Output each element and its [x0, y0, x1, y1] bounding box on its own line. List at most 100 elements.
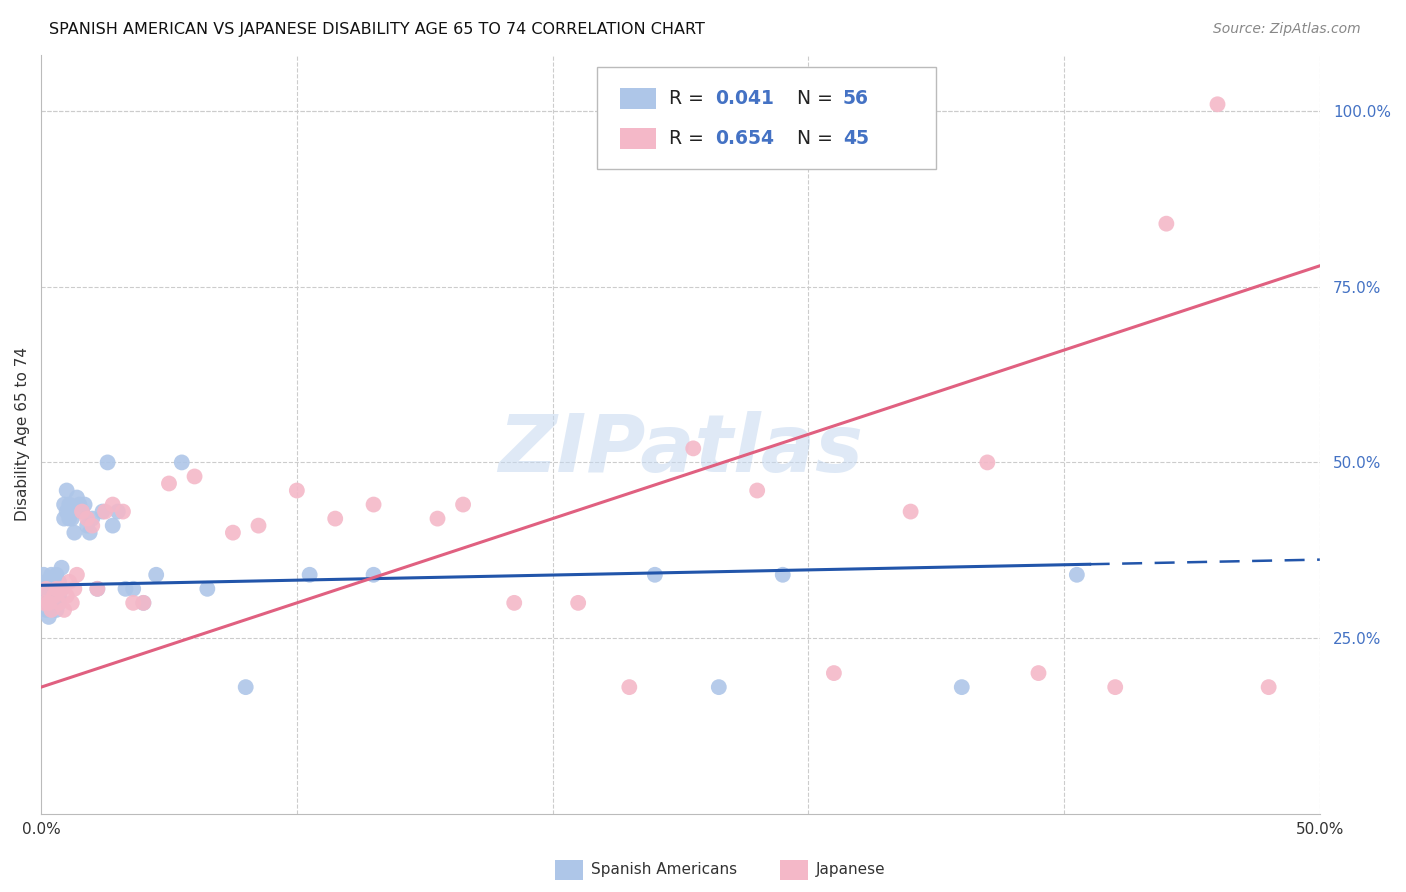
Point — [1206, 97, 1229, 112]
Point — [38, 610, 60, 624]
Text: 0.041: 0.041 — [716, 89, 773, 108]
Point — [53, 511, 76, 525]
FancyBboxPatch shape — [598, 67, 936, 169]
Point — [53, 603, 76, 617]
Point — [567, 596, 589, 610]
Point — [60, 511, 83, 525]
Point — [51, 582, 73, 596]
Point — [235, 680, 257, 694]
Point — [1257, 680, 1279, 694]
Point — [451, 498, 474, 512]
Point — [35, 582, 58, 596]
Point — [63, 525, 86, 540]
Point — [63, 582, 86, 596]
Text: 45: 45 — [842, 129, 869, 148]
Point — [51, 582, 73, 596]
Point — [363, 567, 385, 582]
Point — [707, 680, 730, 694]
Point — [222, 525, 245, 540]
Point — [32, 582, 55, 596]
Point — [82, 518, 104, 533]
Point — [38, 596, 60, 610]
Point — [976, 455, 998, 469]
FancyBboxPatch shape — [620, 87, 657, 109]
Point — [195, 582, 218, 596]
Point — [1066, 567, 1088, 582]
Point — [772, 567, 794, 582]
Point — [900, 505, 922, 519]
Point — [132, 596, 155, 610]
Text: R =: R = — [669, 129, 710, 148]
Point — [619, 680, 641, 694]
Point — [55, 483, 77, 498]
Point — [38, 582, 60, 596]
Point — [1028, 666, 1050, 681]
Point — [323, 511, 346, 525]
Point — [66, 491, 89, 505]
Point — [1104, 680, 1126, 694]
Point — [97, 455, 120, 469]
Point — [51, 560, 73, 574]
Point — [58, 511, 80, 525]
Text: Spanish Americans: Spanish Americans — [591, 863, 737, 877]
Point — [69, 498, 91, 512]
Point — [41, 603, 63, 617]
Point — [32, 596, 55, 610]
Point — [48, 574, 70, 589]
FancyBboxPatch shape — [620, 128, 657, 149]
Point — [132, 596, 155, 610]
Point — [60, 596, 83, 610]
Point — [91, 505, 114, 519]
Point — [53, 498, 76, 512]
Point — [70, 505, 93, 519]
Point — [79, 525, 101, 540]
Point — [55, 589, 77, 603]
Point — [42, 596, 65, 610]
Text: 0.654: 0.654 — [716, 129, 773, 148]
Point — [682, 442, 704, 456]
Point — [76, 511, 98, 525]
Point — [58, 574, 80, 589]
Point — [247, 518, 270, 533]
Point — [38, 596, 60, 610]
Point — [1156, 217, 1178, 231]
Text: R =: R = — [669, 89, 710, 108]
Text: 56: 56 — [842, 89, 869, 108]
Point — [114, 582, 136, 596]
Y-axis label: Disability Age 65 to 74: Disability Age 65 to 74 — [15, 347, 30, 521]
Text: ZIPatlas: ZIPatlas — [498, 410, 863, 489]
Point — [157, 476, 180, 491]
Text: Japanese: Japanese — [815, 863, 886, 877]
Point — [950, 680, 973, 694]
Point — [35, 574, 58, 589]
Point — [76, 518, 98, 533]
Point — [747, 483, 769, 498]
Point — [48, 596, 70, 610]
Point — [66, 567, 89, 582]
Point — [35, 603, 58, 617]
Point — [823, 666, 845, 681]
Point — [41, 589, 63, 603]
Point — [170, 455, 193, 469]
Point — [298, 567, 321, 582]
Point — [48, 589, 70, 603]
Point — [42, 589, 65, 603]
Point — [48, 596, 70, 610]
Point — [122, 582, 145, 596]
Point — [145, 567, 167, 582]
Point — [101, 518, 124, 533]
Point — [183, 469, 205, 483]
Point — [45, 603, 67, 617]
Point — [42, 574, 65, 589]
Point — [363, 498, 385, 512]
Point — [101, 498, 124, 512]
Point — [35, 589, 58, 603]
Text: SPANISH AMERICAN VS JAPANESE DISABILITY AGE 65 TO 74 CORRELATION CHART: SPANISH AMERICAN VS JAPANESE DISABILITY … — [49, 22, 704, 37]
Text: Source: ZipAtlas.com: Source: ZipAtlas.com — [1213, 22, 1361, 37]
Point — [41, 596, 63, 610]
Point — [86, 582, 108, 596]
Point — [82, 511, 104, 525]
Point — [503, 596, 526, 610]
Point — [45, 582, 67, 596]
Point — [426, 511, 449, 525]
